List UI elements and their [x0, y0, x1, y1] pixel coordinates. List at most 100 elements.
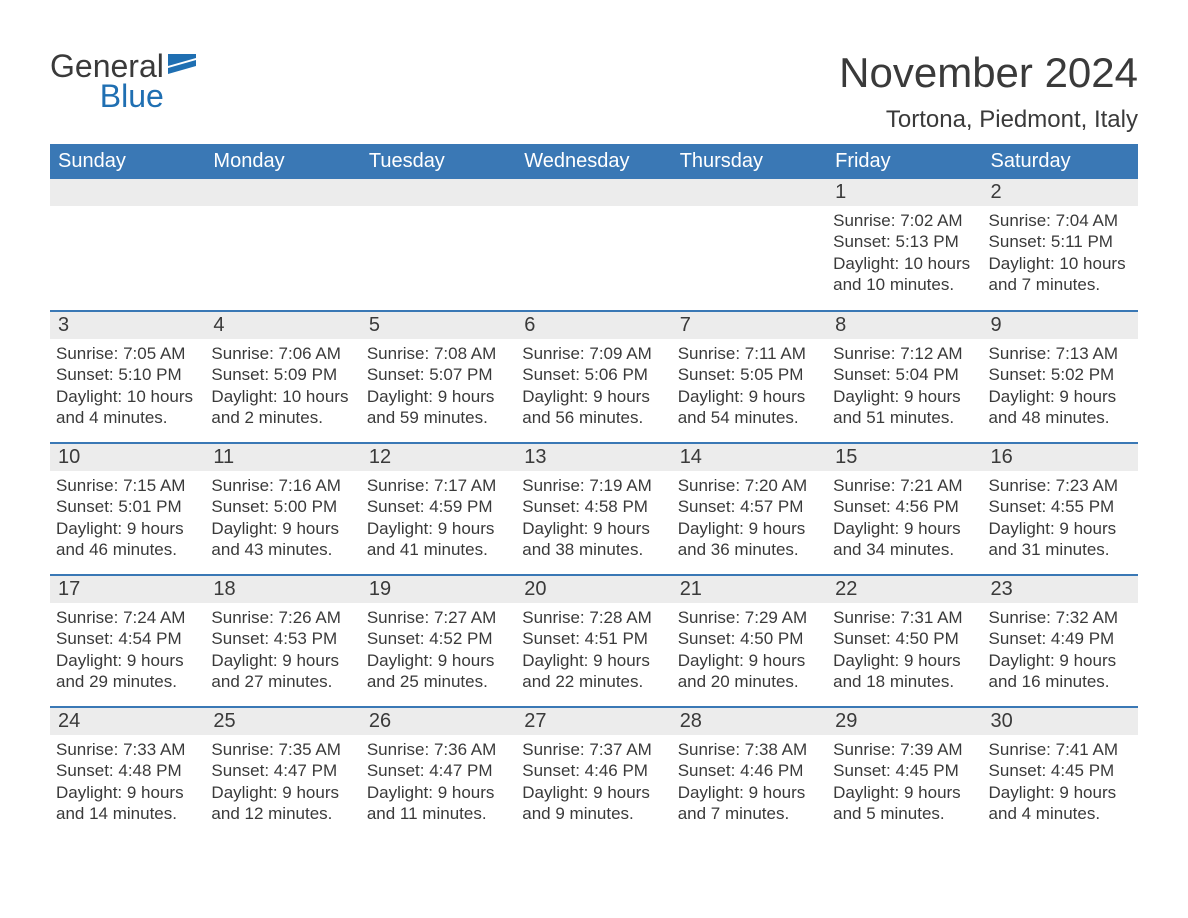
sunset-line-value: 4:47 PM [274, 761, 337, 780]
day-details: Sunrise: 7:04 AMSunset: 5:11 PMDaylight:… [983, 206, 1138, 299]
day-details: Sunrise: 7:38 AMSunset: 4:46 PMDaylight:… [672, 735, 827, 828]
calendar-thead: SundayMondayTuesdayWednesdayThursdayFrid… [50, 144, 1138, 179]
sunset-line-label: Sunset: [211, 365, 273, 384]
sunrise-line-label: Sunrise: [678, 476, 745, 495]
daylight-line: Daylight: 9 hours and 41 minutes. [367, 518, 512, 561]
daylight-line: Daylight: 9 hours and 46 minutes. [56, 518, 201, 561]
month-title: November 2024 [839, 50, 1138, 96]
day-number: 17 [50, 576, 205, 603]
daylight-line: Daylight: 9 hours and 34 minutes. [833, 518, 978, 561]
flag-icon [168, 54, 196, 74]
sunrise-line-label: Sunrise: [678, 608, 745, 627]
sunset-line: Sunset: 4:45 PM [833, 760, 978, 781]
sunset-line: Sunset: 4:58 PM [522, 496, 667, 517]
sunrise-line: Sunrise: 7:32 AM [989, 607, 1134, 628]
daylight-line-label: Daylight: [522, 651, 593, 670]
daylight-line: Daylight: 9 hours and 12 minutes. [211, 782, 356, 825]
calendar-day-cell: 3Sunrise: 7:05 AMSunset: 5:10 PMDaylight… [50, 311, 205, 443]
day-number: 15 [827, 444, 982, 471]
daylight-line: Daylight: 9 hours and 9 minutes. [522, 782, 667, 825]
sunset-line-label: Sunset: [56, 629, 118, 648]
sunset-line-label: Sunset: [989, 497, 1051, 516]
sunrise-line-value: 7:05 AM [123, 344, 185, 363]
day-number: 9 [983, 312, 1138, 339]
sunset-line-value: 4:55 PM [1051, 497, 1114, 516]
sunrise-line: Sunrise: 7:06 AM [211, 343, 356, 364]
sunset-line-label: Sunset: [367, 761, 429, 780]
sunrise-line-value: 7:31 AM [900, 608, 962, 627]
calendar-day-cell: 6Sunrise: 7:09 AMSunset: 5:06 PMDaylight… [516, 311, 671, 443]
sunrise-line-value: 7:06 AM [279, 344, 341, 363]
sunrise-line: Sunrise: 7:21 AM [833, 475, 978, 496]
sunset-line-value: 5:13 PM [895, 232, 958, 251]
sunrise-line: Sunrise: 7:11 AM [678, 343, 823, 364]
daylight-line: Daylight: 9 hours and 20 minutes. [678, 650, 823, 693]
sunset-line-label: Sunset: [833, 365, 895, 384]
daylight-line-label: Daylight: [833, 387, 904, 406]
calendar-day-cell: 10Sunrise: 7:15 AMSunset: 5:01 PMDayligh… [50, 443, 205, 575]
sunset-line-label: Sunset: [367, 497, 429, 516]
daylight-line-label: Daylight: [833, 519, 904, 538]
daylight-line-label: Daylight: [367, 651, 438, 670]
daylight-line-label: Daylight: [56, 519, 127, 538]
sunrise-line-label: Sunrise: [367, 476, 434, 495]
calendar-week-row: 17Sunrise: 7:24 AMSunset: 4:54 PMDayligh… [50, 575, 1138, 707]
sunrise-line-label: Sunrise: [522, 476, 589, 495]
sunset-line: Sunset: 4:55 PM [989, 496, 1134, 517]
day-details: Sunrise: 7:09 AMSunset: 5:06 PMDaylight:… [516, 339, 671, 432]
day-number [50, 179, 205, 206]
daylight-line: Daylight: 9 hours and 25 minutes. [367, 650, 512, 693]
sunset-line-value: 4:58 PM [585, 497, 648, 516]
day-number: 7 [672, 312, 827, 339]
sunset-line: Sunset: 4:50 PM [833, 628, 978, 649]
sunrise-line-label: Sunrise: [678, 740, 745, 759]
sunrise-line-value: 7:17 AM [434, 476, 496, 495]
sunrise-line: Sunrise: 7:09 AM [522, 343, 667, 364]
sunset-line: Sunset: 4:57 PM [678, 496, 823, 517]
day-details: Sunrise: 7:35 AMSunset: 4:47 PMDaylight:… [205, 735, 360, 828]
day-number [516, 179, 671, 206]
location-subtitle: Tortona, Piedmont, Italy [839, 106, 1138, 134]
day-number: 13 [516, 444, 671, 471]
day-header: Monday [205, 144, 360, 179]
daylight-line: Daylight: 9 hours and 29 minutes. [56, 650, 201, 693]
sunset-line-label: Sunset: [678, 365, 740, 384]
daylight-line: Daylight: 10 hours and 4 minutes. [56, 386, 201, 429]
sunset-line-value: 4:45 PM [895, 761, 958, 780]
sunrise-line-label: Sunrise: [833, 608, 900, 627]
daylight-line: Daylight: 9 hours and 54 minutes. [678, 386, 823, 429]
day-number: 21 [672, 576, 827, 603]
day-details: Sunrise: 7:20 AMSunset: 4:57 PMDaylight:… [672, 471, 827, 564]
sunrise-line-label: Sunrise: [989, 608, 1056, 627]
sunrise-line-value: 7:11 AM [745, 344, 806, 363]
sunset-line-value: 4:48 PM [118, 761, 181, 780]
sunset-line-value: 4:46 PM [740, 761, 803, 780]
sunrise-line: Sunrise: 7:37 AM [522, 739, 667, 760]
day-number: 4 [205, 312, 360, 339]
sunset-line-label: Sunset: [56, 761, 118, 780]
sunrise-line: Sunrise: 7:38 AM [678, 739, 823, 760]
day-header: Saturday [983, 144, 1138, 179]
sunset-line-value: 4:54 PM [118, 629, 181, 648]
daylight-line-label: Daylight: [211, 387, 282, 406]
sunrise-line-label: Sunrise: [211, 740, 278, 759]
sunset-line-value: 5:00 PM [274, 497, 337, 516]
sunrise-line: Sunrise: 7:04 AM [989, 210, 1134, 231]
sunset-line-label: Sunset: [678, 629, 740, 648]
sunset-line: Sunset: 4:53 PM [211, 628, 356, 649]
sunrise-line-label: Sunrise: [989, 740, 1056, 759]
sunset-line-value: 5:11 PM [1051, 232, 1113, 251]
sunset-line-value: 4:53 PM [274, 629, 337, 648]
sunrise-line: Sunrise: 7:31 AM [833, 607, 978, 628]
sunrise-line: Sunrise: 7:13 AM [989, 343, 1134, 364]
calendar-day-cell: 15Sunrise: 7:21 AMSunset: 4:56 PMDayligh… [827, 443, 982, 575]
sunset-line: Sunset: 5:06 PM [522, 364, 667, 385]
header-row: General Blue November 2024 Tortona, Pied… [50, 50, 1138, 134]
sunset-line: Sunset: 4:47 PM [367, 760, 512, 781]
sunrise-line: Sunrise: 7:36 AM [367, 739, 512, 760]
sunset-line-value: 4:47 PM [429, 761, 492, 780]
sunrise-line-label: Sunrise: [367, 344, 434, 363]
daylight-line: Daylight: 9 hours and 48 minutes. [989, 386, 1134, 429]
sunrise-line: Sunrise: 7:29 AM [678, 607, 823, 628]
sunset-line-value: 5:10 PM [118, 365, 181, 384]
